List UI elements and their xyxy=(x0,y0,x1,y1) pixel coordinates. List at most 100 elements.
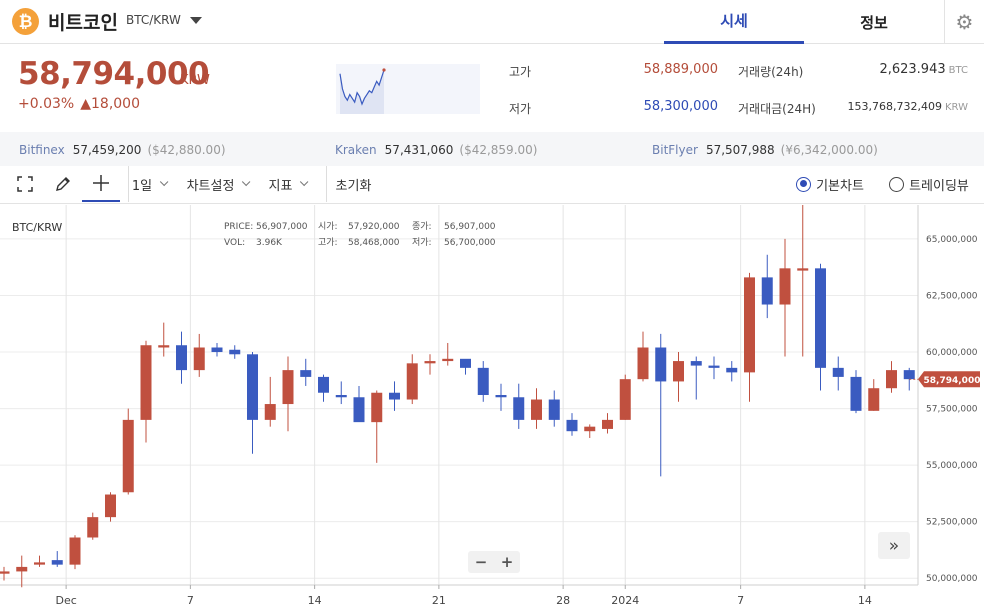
gear-icon: ⚙ xyxy=(955,10,974,34)
basic-chart-radio[interactable]: 기본차트 xyxy=(790,166,870,202)
amount-value: 153,768,732,409 KRW xyxy=(820,100,968,113)
candle xyxy=(619,374,631,420)
candle-body xyxy=(318,376,329,393)
info-vol-value: 3.96K xyxy=(256,238,282,248)
period-select[interactable]: 1일 xyxy=(128,166,169,202)
x-tick-label: 7 xyxy=(737,594,744,607)
mini-chart-last-point xyxy=(382,68,386,72)
candle-body xyxy=(34,562,45,565)
candle xyxy=(51,551,63,567)
basic-chart-label: 기본차트 xyxy=(816,178,864,194)
crosshair-button[interactable] xyxy=(82,166,120,202)
chevron-down-icon xyxy=(300,177,309,187)
candle xyxy=(886,361,897,393)
double-chevron-right-icon: » xyxy=(888,535,900,556)
x-tick-label: 21 xyxy=(432,594,446,607)
candle xyxy=(726,361,738,382)
candle xyxy=(318,374,329,402)
candle xyxy=(815,263,826,391)
candle-body xyxy=(122,419,134,493)
mini-chart-line xyxy=(339,69,385,106)
candle xyxy=(513,383,525,429)
candle-body xyxy=(797,268,809,271)
info-open-label: 시가: xyxy=(318,222,338,232)
candle-body xyxy=(477,367,489,395)
amount-label: 거래대금(24H) xyxy=(738,102,816,116)
candle xyxy=(87,512,99,540)
candle-body xyxy=(513,397,525,420)
indicators-menu[interactable]: 지표 xyxy=(260,166,314,202)
tab-price[interactable]: 시세 xyxy=(664,0,804,44)
coin-name[interactable]: 비트코인 xyxy=(48,12,118,34)
candle xyxy=(832,356,844,391)
candle-body xyxy=(300,370,312,377)
candle-body xyxy=(335,395,347,398)
candle xyxy=(229,345,241,359)
candle xyxy=(744,272,755,402)
candle-body xyxy=(247,354,258,420)
scroll-to-latest-button[interactable]: » xyxy=(878,532,910,559)
candle-body xyxy=(87,517,99,538)
tradingview-radio[interactable]: 트레이딩뷰 xyxy=(880,166,978,202)
candle-body xyxy=(815,268,826,368)
chevron-down-icon xyxy=(242,177,251,187)
tab-info[interactable]: 정보 xyxy=(860,13,888,32)
candle xyxy=(16,555,28,588)
volume-unit: BTC xyxy=(948,65,968,76)
coin-pair[interactable]: BTC/KRW xyxy=(126,13,181,27)
candle-body xyxy=(353,397,365,423)
reset-button[interactable]: 초기화 xyxy=(326,166,380,202)
candle xyxy=(353,385,365,423)
candlestick-chart[interactable]: 50,000,000 52,500,000 55,000,000 57,500,000… xyxy=(0,205,984,614)
candle xyxy=(868,379,880,411)
fullscreen-button[interactable] xyxy=(10,166,40,202)
candle-body xyxy=(105,494,116,518)
x-tick-label: 7 xyxy=(187,594,194,607)
radio-unselected-icon xyxy=(889,176,905,192)
candle xyxy=(655,333,667,477)
candle-body xyxy=(903,370,915,380)
info-vol-label: VOL: xyxy=(224,238,246,248)
candle-body xyxy=(779,268,791,305)
candle-body xyxy=(566,419,578,432)
candle xyxy=(140,340,152,443)
candle xyxy=(548,390,560,427)
ohlc-info: PRICE: 56,907,000 시가: 57,920,000 종가: 56,907,0… xyxy=(224,219,496,251)
candle-body xyxy=(140,345,152,420)
candle-body xyxy=(548,399,560,420)
candle xyxy=(602,413,613,434)
info-close-value: 56,907,000 xyxy=(444,222,496,232)
chart-pair-label: BTC/KRW xyxy=(12,221,63,234)
x-tick-label: 14 xyxy=(308,594,322,607)
chart-settings-menu[interactable]: 차트설정 xyxy=(178,166,256,202)
candle-body xyxy=(229,349,241,355)
x-tick-label: 28 xyxy=(556,594,570,607)
candle-body xyxy=(193,347,205,371)
exchange-price: 57,459,200 xyxy=(72,143,142,157)
settings-button[interactable]: ⚙ xyxy=(944,0,984,44)
candle xyxy=(300,358,312,386)
exchange-bitflyer: BitFlyer 57,507,988 (¥6,342,000.00) xyxy=(652,143,878,157)
candle xyxy=(122,408,134,495)
candle xyxy=(176,331,187,384)
zoom-in-button[interactable]: + xyxy=(500,553,514,571)
low-value: 58,300,000 xyxy=(643,99,718,114)
zoom-out-button[interactable]: − xyxy=(474,553,488,571)
price-chart[interactable]: 50,000,000 52,500,000 55,000,000 57,500,000… xyxy=(0,205,984,614)
current-price: 58,794,000 xyxy=(18,56,210,92)
candle-body xyxy=(176,345,187,371)
candle-body xyxy=(389,392,400,400)
candle xyxy=(477,361,489,402)
candle xyxy=(850,370,862,414)
exchange-price: 57,431,060 xyxy=(384,143,454,157)
candle-body xyxy=(886,370,897,389)
draw-button[interactable] xyxy=(48,166,78,202)
period-label: 1일 xyxy=(131,178,153,194)
candle-body xyxy=(158,345,170,348)
candle-body xyxy=(602,419,613,429)
candle xyxy=(34,555,45,567)
exchange-name: Bitfinex xyxy=(19,143,65,157)
chevron-down-icon[interactable] xyxy=(190,17,202,24)
bitcoin-logo-icon: ₿ xyxy=(12,8,39,35)
candle-body xyxy=(0,571,10,574)
